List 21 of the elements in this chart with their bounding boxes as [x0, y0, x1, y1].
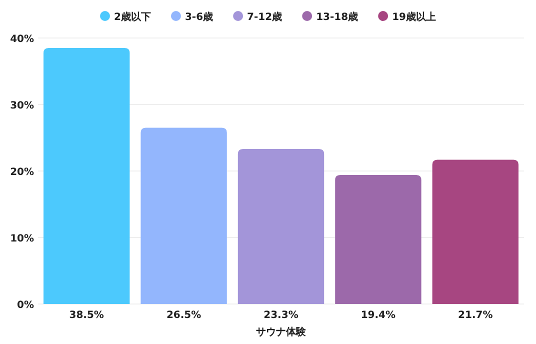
- legend-label: 13-18歳: [316, 11, 358, 23]
- y-tick-label: 30%: [10, 100, 34, 112]
- data-label: 19.4%: [360, 310, 396, 321]
- data-label: 23.3%: [264, 310, 298, 321]
- bar: [432, 160, 518, 304]
- legend-label: 19歳以上: [392, 11, 436, 23]
- bar: [335, 174, 422, 304]
- data-label: 21.7%: [458, 310, 493, 321]
- y-tick-label: 0%: [17, 300, 34, 311]
- y-tick-label: 10%: [10, 234, 34, 244]
- legend-label: 2歳以下: [114, 11, 151, 23]
- legend-label: 3-6歳: [184, 11, 214, 23]
- data-label: 26.5%: [166, 310, 202, 321]
- bar: [140, 128, 227, 304]
- x-tick-label: サウナ体験: [256, 326, 307, 338]
- data-label: 38.5%: [69, 310, 104, 321]
- bar: [238, 149, 324, 304]
- legend-label: 7-12歳: [247, 11, 282, 23]
- y-tick-label: 40%: [10, 34, 34, 45]
- bar: [44, 48, 130, 304]
- y-tick-label: 20%: [10, 167, 34, 178]
